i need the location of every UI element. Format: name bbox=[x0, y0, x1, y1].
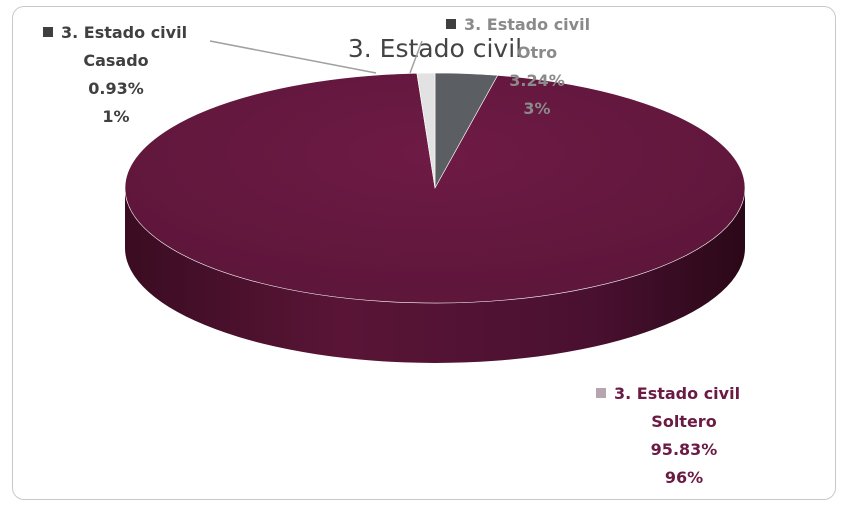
legend-key-casado bbox=[43, 27, 53, 37]
label-series-soltero: 3. Estado civil bbox=[614, 384, 740, 403]
label-category-casado: Casado bbox=[83, 51, 148, 70]
data-label-soltero: 3. Estado civil Soltero 95.83% 96% bbox=[596, 384, 740, 487]
data-label-otro: 3. Estado civil Otro 3.24% 3% bbox=[409, 15, 590, 118]
label-series-casado: 3. Estado civil bbox=[61, 23, 187, 42]
pie-slice-soltero bbox=[124, 72, 746, 304]
leader-line-otro bbox=[409, 40, 423, 74]
label-percent-casado: 0.93% bbox=[88, 79, 144, 98]
label-rounded-casado: 1% bbox=[102, 107, 129, 126]
label-category-otro: Otro bbox=[517, 43, 557, 62]
label-rounded-soltero: 96% bbox=[665, 468, 703, 487]
legend-key-soltero bbox=[596, 388, 606, 398]
pie-slice-casado bbox=[416, 72, 436, 189]
label-percent-otro: 3.24% bbox=[509, 71, 565, 90]
label-series-otro: 3. Estado civil bbox=[464, 15, 590, 34]
leader-line-casado bbox=[209, 40, 377, 74]
label-rounded-otro: 3% bbox=[523, 99, 550, 118]
chart-title: 3. Estado civil bbox=[348, 34, 522, 63]
pie-side-soltero bbox=[125, 188, 745, 363]
label-percent-soltero: 95.83% bbox=[651, 440, 718, 459]
label-category-soltero: Soltero bbox=[651, 412, 716, 431]
legend-key-otro bbox=[446, 19, 456, 29]
data-label-casado: 3. Estado civil Casado 0.93% 1% bbox=[43, 23, 377, 126]
